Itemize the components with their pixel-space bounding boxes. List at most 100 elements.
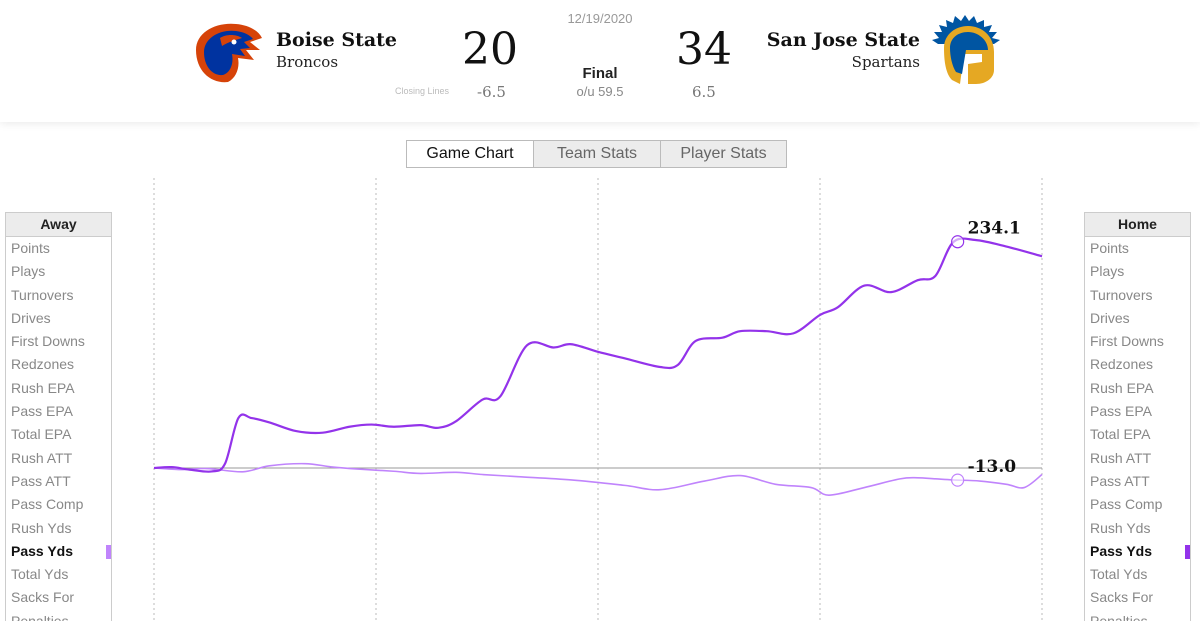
home-stat-label: Pass Yds: [1090, 542, 1153, 559]
away-stat-item[interactable]: Pass Comp: [6, 493, 111, 516]
home-stat-label: Turnovers: [1090, 286, 1153, 303]
away-stat-item[interactable]: Sacks For: [6, 586, 111, 609]
bronco-horse-logo: [196, 23, 262, 83]
tab-team-stats[interactable]: Team Stats: [533, 140, 661, 168]
away-stat-label: Redzones: [11, 356, 75, 373]
away-stat-label: Rush Yds: [11, 519, 72, 536]
home-score: 34: [676, 24, 732, 75]
home-stat-label: Pass Comp: [1090, 496, 1163, 513]
home-stat-item[interactable]: Pass EPA: [1085, 400, 1190, 423]
home-stat-label: Sacks For: [1090, 589, 1154, 606]
away-selected-marker: [106, 544, 111, 559]
home-stat-item[interactable]: Drives: [1085, 307, 1190, 330]
home-series-line: [153, 237, 1043, 473]
view-tabs: Game Chart Team Stats Player Stats: [406, 140, 787, 168]
away-stat-item[interactable]: Turnovers: [6, 284, 111, 307]
home-stat-item[interactable]: Rush EPA: [1085, 377, 1190, 400]
away-stat-item[interactable]: Total Yds: [6, 563, 111, 586]
away-stat-item[interactable]: Plays: [6, 260, 111, 283]
home-stat-item[interactable]: Total EPA: [1085, 423, 1190, 446]
away-stat-item[interactable]: Rush Yds: [6, 517, 111, 540]
game-status: Final: [582, 65, 618, 82]
home-closing-line: 6.5: [692, 83, 716, 101]
away-stat-panel: Away Points Plays Turnovers Drives First Dow…: [5, 212, 112, 621]
home-stat-label: Total EPA: [1090, 426, 1151, 443]
away-series-line: [153, 462, 1043, 496]
home-stat-item[interactable]: Penalties: [1085, 610, 1190, 621]
home-stat-item[interactable]: Total Yds: [1085, 563, 1190, 586]
home-panel-title: Home: [1085, 213, 1190, 237]
home-stat-item[interactable]: Turnovers: [1085, 284, 1190, 307]
home-stat-item[interactable]: Pass Comp: [1085, 493, 1190, 516]
home-stat-label: Drives: [1090, 309, 1130, 326]
away-stat-label: Pass ATT: [11, 472, 71, 489]
home-team-name: San Jose State: [766, 29, 920, 51]
home-stat-item[interactable]: Plays: [1085, 260, 1190, 283]
away-stat-label: Plays: [11, 263, 46, 280]
home-stat-item[interactable]: Rush Yds: [1085, 517, 1190, 540]
away-stat-label: Turnovers: [11, 286, 74, 303]
home-stat-item[interactable]: Redzones: [1085, 353, 1190, 376]
away-team-mascot: Broncos: [276, 53, 339, 71]
away-stat-item[interactable]: Points: [6, 237, 111, 260]
closing-lines-label: Closing Lines: [395, 86, 450, 96]
away-stat-label: Sacks For: [11, 589, 75, 606]
home-stat-label: Rush EPA: [1090, 379, 1154, 396]
away-stat-item[interactable]: Pass EPA: [6, 400, 111, 423]
home-stat-label: Points: [1090, 240, 1129, 256]
home-stat-item[interactable]: Rush ATT: [1085, 447, 1190, 470]
home-stat-list: Points Plays Turnovers Drives First Downs Red…: [1085, 237, 1190, 621]
away-value-label: -13.0: [968, 457, 1017, 477]
away-stat-label: Pass Comp: [11, 496, 84, 513]
away-stat-item[interactable]: Penalties: [6, 610, 111, 621]
home-stat-label: Pass ATT: [1090, 472, 1150, 489]
away-stat-label: Rush EPA: [11, 379, 75, 396]
away-stat-list: Points Plays Turnovers Drives First Downs Red…: [6, 237, 111, 621]
away-stat-item[interactable]: First Downs: [6, 330, 111, 353]
game-date: 12/19/2020: [567, 11, 633, 26]
away-hover-point: [951, 473, 965, 487]
home-stat-panel: Home Points Plays Turnovers Drives First Dow…: [1084, 212, 1191, 621]
away-team-name: Boise State: [276, 29, 398, 51]
away-stat-label: Total EPA: [11, 426, 72, 443]
home-stat-item[interactable]: First Downs: [1085, 330, 1190, 353]
home-stat-item[interactable]: Pass Yds: [1085, 540, 1190, 563]
home-stat-label: Rush Yds: [1090, 519, 1151, 536]
away-stat-item[interactable]: Drives: [6, 307, 111, 330]
over-under: o/u 59.5: [576, 84, 624, 99]
away-stat-label: First Downs: [11, 333, 85, 350]
home-stat-label: Total Yds: [1090, 566, 1148, 583]
home-stat-label: Penalties: [1090, 612, 1148, 621]
tab-player-stats[interactable]: Player Stats: [660, 140, 787, 168]
away-stat-item[interactable]: Rush EPA: [6, 377, 111, 400]
home-stat-label: Rush ATT: [1090, 449, 1152, 466]
home-value-label: 234.1: [968, 219, 1021, 239]
away-stat-label: Points: [11, 240, 50, 256]
home-team-mascot: Spartans: [851, 53, 920, 71]
home-stat-item[interactable]: Sacks For: [1085, 586, 1190, 609]
away-closing-line: -6.5: [477, 83, 506, 101]
tab-game-chart[interactable]: Game Chart: [406, 140, 534, 168]
away-stat-label: Total Yds: [11, 566, 69, 583]
home-stat-item[interactable]: Pass ATT: [1085, 470, 1190, 493]
away-stat-label: Pass Yds: [11, 542, 74, 559]
home-stat-label: Pass EPA: [1090, 403, 1152, 420]
away-stat-item[interactable]: Pass Yds: [6, 540, 111, 563]
away-panel-title: Away: [6, 213, 111, 237]
home-stat-label: Redzones: [1090, 356, 1154, 373]
away-score: 20: [462, 24, 518, 75]
spartan-helmet-logo: [932, 15, 1000, 84]
home-hover-point: [951, 235, 965, 249]
home-stat-item[interactable]: Points: [1085, 237, 1190, 260]
home-stat-label: First Downs: [1090, 333, 1164, 350]
game-header: Boise State Broncos 20 12/19/2020 Final …: [0, 0, 1200, 122]
home-stat-label: Plays: [1090, 263, 1125, 280]
away-stat-item[interactable]: Pass ATT: [6, 470, 111, 493]
away-stat-item[interactable]: Total EPA: [6, 423, 111, 446]
away-stat-item[interactable]: Redzones: [6, 353, 111, 376]
away-stat-label: Drives: [11, 309, 51, 326]
away-stat-item[interactable]: Rush ATT: [6, 447, 111, 470]
away-stat-label: Rush ATT: [11, 449, 73, 466]
away-stat-label: Pass EPA: [11, 403, 73, 420]
home-selected-marker: [1185, 544, 1190, 559]
